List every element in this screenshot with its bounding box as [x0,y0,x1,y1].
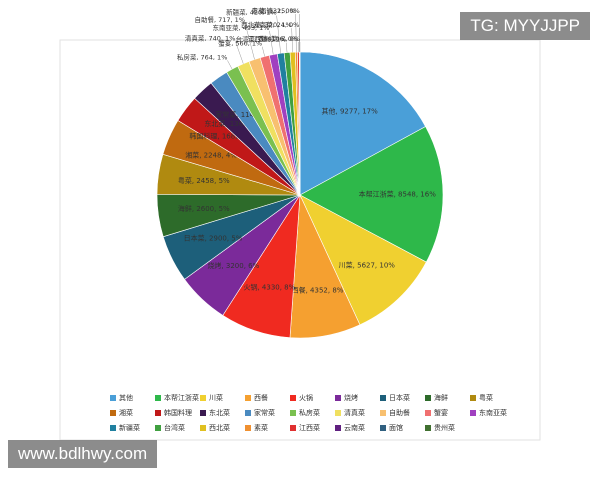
data-label: 贵州菜, 7, 0% [258,34,300,43]
legend-swatch [110,395,116,401]
legend-label: 西餐 [254,393,268,402]
data-label: 川菜, 5627, 10% [339,261,396,270]
legend-swatch [425,410,431,416]
legend-label: 清真菜 [344,408,365,417]
leader-line [285,42,288,53]
legend-swatch [245,425,251,431]
data-label: 海鲜, 2600, 5% [178,204,230,213]
legend-swatch [155,410,161,416]
data-label: 新疆菜, 420, 1% [226,8,276,17]
legend-swatch [335,425,341,431]
legend-label: 台湾菜 [164,423,185,432]
pie-slice [299,126,444,263]
legend-swatch [200,410,206,416]
data-label: 自助餐, 717, 1% [195,15,245,24]
legend-swatch [245,410,251,416]
legend-label: 韩国料理 [164,408,192,417]
legend-swatch [470,410,476,416]
legend-swatch [155,395,161,401]
legend-swatch [380,425,386,431]
watermark-top: TG: MYYJJPP [460,12,590,40]
legend-label: 日本菜 [389,393,410,402]
data-label: 粤菜, 2458, 5% [178,176,230,185]
legend-swatch [335,410,341,416]
legend-label: 素菜 [254,423,268,432]
data-label: 江西菜, 106, 0% [248,34,298,43]
legend-label: 西北菜 [209,423,230,432]
data-label: 东南亚菜, 493, 1% [213,23,270,32]
legend-swatch [425,425,431,431]
legend-label: 家常菜 [254,408,275,417]
legend-label: 海鲜 [434,393,448,402]
legend-label: 私房菜 [299,408,320,417]
legend-swatch [110,425,116,431]
legend-swatch [110,410,116,416]
data-label: 台湾菜, 359, 1% [236,35,286,44]
leader-line [244,22,255,60]
legend-label: 烧烤 [344,393,358,402]
data-label: 西北菜, 320, 1% [241,20,291,29]
watermark-bottom: www.bdlhwy.com [8,440,158,468]
data-label: 东北菜, 1362, 2% [204,119,263,128]
legend-swatch [155,425,161,431]
pie-slice [299,51,426,196]
data-label: 日本菜, 2900, 5% [184,233,243,242]
legend-swatch [200,425,206,431]
data-label: 蟹宴, 566, 1% [218,39,262,48]
data-label: 素菜, 132, 0% [252,6,296,15]
leader-line [276,15,281,54]
data-label: 烧烤, 3200, 6% [207,261,259,270]
legend-swatch [200,395,206,401]
leader-line [227,60,233,70]
legend-swatch [380,410,386,416]
legend-label: 本帮江浙菜 [164,393,199,402]
data-label: 家常菜, 1147, 2% [215,110,274,119]
pie-slice [299,194,427,326]
legend-label: 火锅 [299,393,313,402]
legend-swatch [380,395,386,401]
data-label: 火锅, 4330, 8% [243,282,295,291]
leader-line [269,30,274,55]
data-label: 韩国料理, 1682, 3% [189,132,255,141]
data-label: 清真菜, 740, 1% [185,33,235,42]
data-label: 云南菜, 24, 0% [253,20,299,29]
legend-label: 面馆 [389,423,403,432]
legend-label: 东北菜 [209,408,230,417]
data-label: 面馆, 15, 0% [260,6,300,15]
legend-swatch [470,395,476,401]
legend-label: 蟹宴 [434,408,448,417]
data-label: 西餐, 4352, 8% [292,286,344,295]
legend-label: 云南菜 [344,423,365,432]
data-label: 本帮江浙菜, 8548, 16% [359,189,437,198]
legend-label: 其他 [119,393,133,402]
leader-line [235,41,244,64]
legend-swatch [335,395,341,401]
leader-line [291,28,293,53]
legend-swatch [425,395,431,401]
legend-swatch [290,410,296,416]
data-label: 其他, 9277, 17% [322,106,379,115]
legend-swatch [290,425,296,431]
legend-label: 江西菜 [299,423,320,432]
legend-label: 贵州菜 [434,423,455,432]
legend-label: 新疆菜 [119,423,140,432]
leader-line [295,14,297,53]
legend-label: 粤菜 [479,393,493,402]
legend-label: 湘菜 [119,408,133,417]
leader-line [261,46,265,57]
legend-swatch [245,395,251,401]
data-label: 湘菜, 2248, 4% [185,151,237,160]
legend-label: 川菜 [209,393,223,402]
data-label: 私房菜, 764, 1% [177,52,227,61]
legend-label: 东南亚菜 [479,408,507,417]
legend-label: 自助餐 [389,408,410,417]
legend-swatch [290,395,296,401]
